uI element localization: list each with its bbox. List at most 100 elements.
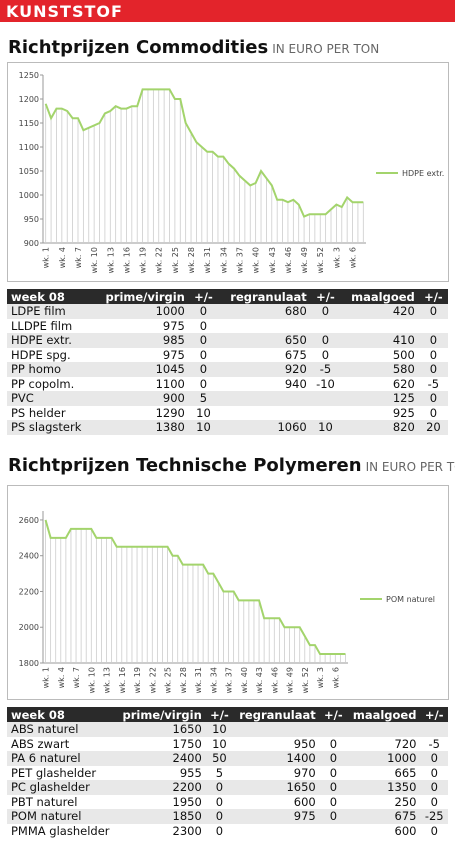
cell: 970 <box>293 765 316 780</box>
column-header: week 08 <box>7 289 94 304</box>
x-tick-label: wk. 52 <box>301 667 310 693</box>
cell: 680 <box>218 304 311 319</box>
cell: 0 <box>329 794 338 809</box>
chart-box: 900 950 1000 1050 1100 1150 1200 1250 wk. 1 wk. 4… <box>7 62 449 282</box>
cell: 0 <box>319 809 347 824</box>
x-tick-label: wk. 1 <box>42 667 51 688</box>
cell: 1400 <box>233 751 320 766</box>
y-tick-label: 1200 <box>19 95 39 104</box>
x-tick-label: wk. 34 <box>219 247 228 273</box>
row: ABS naturel 1650 10 <box>7 722 448 737</box>
cell: 675 <box>347 809 421 824</box>
x-tick-label: wk. 40 <box>252 247 261 273</box>
cell: 410 <box>340 333 419 348</box>
cell: 1045 <box>93 362 189 377</box>
row: LDPE film 1000 0 680 0 420 0 <box>7 304 448 319</box>
cell: 5 <box>215 765 224 780</box>
cell: 675 <box>284 347 307 362</box>
cell: 0 <box>215 823 224 838</box>
cell <box>320 824 347 839</box>
chart: 1800 2000 2200 2400 2600 wk. 1 wk. 4 wk. 7 wk. 1… <box>19 511 435 693</box>
cell: 2400 <box>116 751 206 766</box>
cell: 2200 <box>116 780 206 795</box>
cell: 10 <box>205 722 234 737</box>
cell: 1290 <box>155 405 185 420</box>
cell: 650 <box>218 333 311 348</box>
x-tick-label: wk. 13 <box>106 247 115 273</box>
cell: -25 <box>420 809 448 824</box>
cell: 1650 <box>233 780 320 795</box>
cell: -5 <box>310 362 341 377</box>
cell: PP copolm. <box>11 376 75 391</box>
title: Richtprijzen Commodities <box>8 37 269 58</box>
cell: 50 <box>205 751 234 766</box>
column-header: +/- <box>188 289 219 304</box>
cell: PVC <box>7 391 94 406</box>
x-tick-label: wk. 25 <box>164 667 173 693</box>
cell <box>347 722 421 737</box>
cell: 0 <box>205 809 234 824</box>
column-header: maalgoed <box>340 289 419 304</box>
cell: 20 <box>418 420 448 435</box>
cell: 1750 <box>172 736 202 751</box>
cell: 940 <box>284 376 307 391</box>
column-header: prime/virgin <box>93 289 189 304</box>
cell: 10 <box>212 736 227 751</box>
cell: 500 <box>392 347 415 362</box>
cell: -5 <box>427 376 440 391</box>
y-tick-label: 1150 <box>19 119 39 128</box>
cell: 0 <box>430 823 438 838</box>
row: HDPE spg. 975 0 675 0 500 0 <box>7 348 448 363</box>
y-tick-label: 950 <box>24 215 39 224</box>
x-tick-label: wk. 16 <box>118 667 127 693</box>
y-tick-label: 2400 <box>19 552 39 561</box>
x-tick-label: wk. 13 <box>103 667 112 693</box>
cell: 125 <box>340 391 419 406</box>
column-header: regranulaat <box>233 707 320 722</box>
cell: 900 <box>93 391 189 406</box>
cell <box>218 406 311 421</box>
cell: 10 <box>310 420 341 435</box>
cell: POM naturel <box>7 809 117 824</box>
row: PET glashelder 955 5 970 0 665 0 <box>7 766 448 781</box>
unit: IN EURO PER TON <box>272 42 380 56</box>
row: PP copolm. 1100 0 940 -10 620 -5 <box>7 377 448 392</box>
column-header: regranulaat <box>218 289 311 304</box>
y-tick-label: 2000 <box>19 623 39 632</box>
cell: 955 <box>179 765 202 780</box>
y-tick-label: 2200 <box>19 587 39 596</box>
column-header: +/- <box>418 289 448 304</box>
cell: 0 <box>418 333 448 348</box>
x-tick-label: wk. 6 <box>349 247 358 268</box>
cell: 0 <box>420 751 448 766</box>
series-line <box>44 88 364 218</box>
x-tick-label: wk. 25 <box>171 247 180 273</box>
column-header: +/- <box>319 707 347 722</box>
cell: 0 <box>418 304 448 319</box>
cell <box>218 391 311 406</box>
cell: PC glashelder <box>7 780 117 795</box>
cell: PMMA glashelder <box>11 823 110 838</box>
x-tick-label: wk. 37 <box>225 667 234 693</box>
cell <box>420 722 448 737</box>
x-tick-label: wk. 3 <box>332 247 341 268</box>
cell <box>310 391 341 406</box>
x-tick-label: wk. 19 <box>139 247 148 273</box>
y-tick-label: 1250 <box>19 71 39 80</box>
x-tick-label: wk. 3 <box>316 667 325 688</box>
x-tick-label: wk. 7 <box>74 247 83 268</box>
x-tick-label: wk. 1 <box>42 247 51 268</box>
cell: 1060 <box>218 420 311 435</box>
column-header: +/- <box>420 707 448 722</box>
cell: -5 <box>428 736 440 751</box>
x-tick-label: wk. 43 <box>255 667 264 693</box>
cell <box>311 406 340 421</box>
cell: PS helder <box>11 405 66 420</box>
x-tick-label: wk. 28 <box>187 247 196 273</box>
cell: 0 <box>329 736 338 751</box>
cell: 975 <box>162 318 185 333</box>
cell: ABS naturel <box>7 722 117 737</box>
cell: 0 <box>188 333 219 348</box>
cell: 0 <box>430 794 438 809</box>
row: PP homo 1045 0 920 -5 580 0 <box>7 362 448 377</box>
